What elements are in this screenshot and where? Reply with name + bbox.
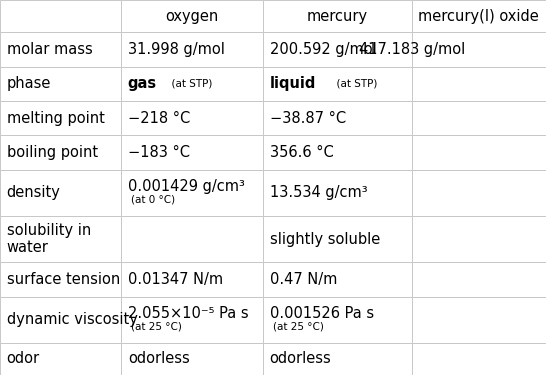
Text: density: density bbox=[7, 186, 61, 201]
Text: 13.534 g/cm³: 13.534 g/cm³ bbox=[270, 186, 367, 201]
Text: surface tension: surface tension bbox=[7, 272, 120, 287]
Bar bbox=[121, 66, 263, 101]
Bar bbox=[121, 170, 263, 216]
Bar bbox=[121, 32, 263, 66]
Text: 2.055×10⁻⁵ Pa s: 2.055×10⁻⁵ Pa s bbox=[128, 306, 248, 321]
Text: dynamic viscosity: dynamic viscosity bbox=[7, 312, 138, 327]
Text: melting point: melting point bbox=[7, 111, 104, 126]
Text: boiling point: boiling point bbox=[7, 145, 98, 160]
Bar bbox=[412, 32, 546, 66]
Text: (at 0 °C): (at 0 °C) bbox=[131, 195, 175, 204]
Text: odorless: odorless bbox=[270, 351, 331, 366]
Text: solubility in
water: solubility in water bbox=[7, 223, 91, 255]
Text: molar mass: molar mass bbox=[7, 42, 92, 57]
Bar bbox=[0, 216, 121, 262]
Bar bbox=[263, 66, 412, 101]
Text: (at 25 °C): (at 25 °C) bbox=[131, 321, 182, 331]
Text: 0.001429 g/cm³: 0.001429 g/cm³ bbox=[128, 179, 245, 194]
Bar bbox=[412, 262, 546, 297]
Bar bbox=[121, 0, 263, 32]
Bar bbox=[0, 0, 121, 32]
Bar bbox=[0, 297, 121, 343]
Bar bbox=[121, 343, 263, 375]
Text: mercury(I) oxide: mercury(I) oxide bbox=[418, 9, 539, 24]
Bar bbox=[412, 0, 546, 32]
Text: liquid: liquid bbox=[270, 76, 316, 91]
Bar bbox=[121, 262, 263, 297]
Text: oxygen: oxygen bbox=[165, 9, 219, 24]
Text: odor: odor bbox=[7, 351, 40, 366]
Bar bbox=[0, 343, 121, 375]
Text: mercury: mercury bbox=[307, 9, 368, 24]
Text: 31.998 g/mol: 31.998 g/mol bbox=[128, 42, 224, 57]
Text: 417.183 g/mol: 417.183 g/mol bbox=[359, 42, 465, 57]
Bar bbox=[263, 216, 412, 262]
Text: −38.87 °C: −38.87 °C bbox=[270, 111, 346, 126]
Text: 200.592 g/mol: 200.592 g/mol bbox=[270, 42, 377, 57]
Bar bbox=[0, 170, 121, 216]
Text: odorless: odorless bbox=[128, 351, 189, 366]
Bar bbox=[263, 0, 412, 32]
Text: 356.6 °C: 356.6 °C bbox=[270, 145, 334, 160]
Bar bbox=[121, 297, 263, 343]
Text: (at 25 °C): (at 25 °C) bbox=[273, 321, 324, 331]
Bar bbox=[263, 101, 412, 135]
Text: −218 °C: −218 °C bbox=[128, 111, 190, 126]
Text: gas: gas bbox=[128, 76, 157, 91]
Bar bbox=[0, 32, 121, 66]
Bar bbox=[263, 297, 412, 343]
Bar bbox=[121, 216, 263, 262]
Bar bbox=[412, 101, 546, 135]
Text: (at STP): (at STP) bbox=[165, 79, 213, 89]
Bar bbox=[412, 343, 546, 375]
Bar bbox=[412, 297, 546, 343]
Bar bbox=[0, 101, 121, 135]
Text: 0.47 N/m: 0.47 N/m bbox=[270, 272, 337, 287]
Bar bbox=[121, 101, 263, 135]
Bar bbox=[0, 66, 121, 101]
Bar bbox=[412, 216, 546, 262]
Bar bbox=[263, 32, 412, 66]
Text: (at STP): (at STP) bbox=[330, 79, 377, 89]
Bar bbox=[263, 135, 412, 170]
Bar bbox=[412, 135, 546, 170]
Text: phase: phase bbox=[7, 76, 51, 91]
Bar bbox=[412, 66, 546, 101]
Bar bbox=[263, 262, 412, 297]
Bar bbox=[121, 135, 263, 170]
Bar bbox=[0, 135, 121, 170]
Bar bbox=[412, 170, 546, 216]
Text: 0.001526 Pa s: 0.001526 Pa s bbox=[270, 306, 374, 321]
Bar bbox=[263, 343, 412, 375]
Text: slightly soluble: slightly soluble bbox=[270, 232, 380, 247]
Text: 0.01347 N/m: 0.01347 N/m bbox=[128, 272, 223, 287]
Bar bbox=[263, 170, 412, 216]
Bar bbox=[0, 262, 121, 297]
Text: −183 °C: −183 °C bbox=[128, 145, 190, 160]
